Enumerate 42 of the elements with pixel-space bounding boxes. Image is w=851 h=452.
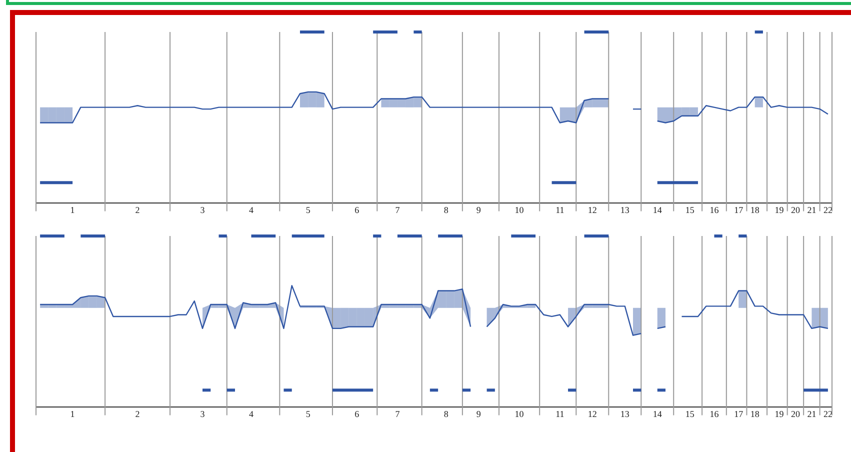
x-tick-label: 11: [556, 408, 564, 419]
x-tick-label: 10: [514, 204, 524, 215]
x-tick-label: 19: [774, 204, 784, 215]
x-tick-label: 2: [135, 204, 140, 215]
x-tick-label: 2: [135, 408, 140, 419]
x-tick-label: 1: [70, 408, 75, 419]
x-tick-label: 20: [790, 204, 800, 215]
x-tick-label: 11: [556, 204, 564, 215]
x-tick-label: 6: [354, 408, 360, 419]
x-tick-label: 12: [588, 408, 597, 419]
x-tick-label: 16: [710, 408, 720, 419]
x-tick-label: 6: [354, 204, 360, 215]
x-tick-label: 19: [774, 408, 784, 419]
x-tick-label: 10: [514, 408, 524, 419]
x-tick-label: 9: [476, 204, 482, 215]
x-tick-label: 3: [200, 204, 206, 215]
x-tick-label: 16: [710, 204, 720, 215]
x-tick-label: 21: [807, 408, 816, 419]
x-tick-label: 21: [807, 204, 816, 215]
x-tick-label: 1: [70, 204, 75, 215]
x-tick-label: 20: [790, 408, 800, 419]
x-tick-label: 18: [750, 408, 760, 419]
x-tick-label: 4: [248, 408, 254, 419]
x-tick-label: 18: [750, 204, 760, 215]
x-tick-label: 5: [306, 408, 311, 419]
x-tick-label: 14: [652, 408, 662, 419]
x-tick-label: 13: [620, 204, 630, 215]
x-tick-label: 4: [248, 204, 254, 215]
x-tick-label: 17: [734, 204, 744, 215]
x-tick-label: 15: [685, 408, 695, 419]
x-tick-label: 12: [588, 204, 597, 215]
x-tick-label: 8: [444, 204, 449, 215]
x-tick-label: 17: [734, 408, 744, 419]
x-tick-label: 5: [306, 204, 311, 215]
x-tick-label: 15: [685, 204, 695, 215]
x-tick-label: 9: [476, 408, 482, 419]
x-tick-label: 14: [652, 204, 662, 215]
x-tick-label: 8: [444, 408, 449, 419]
x-tick-label: 13: [620, 408, 630, 419]
x-tick-label: 7: [395, 204, 400, 215]
x-tick-label: 3: [200, 408, 206, 419]
x-tick-label: 7: [395, 408, 400, 419]
